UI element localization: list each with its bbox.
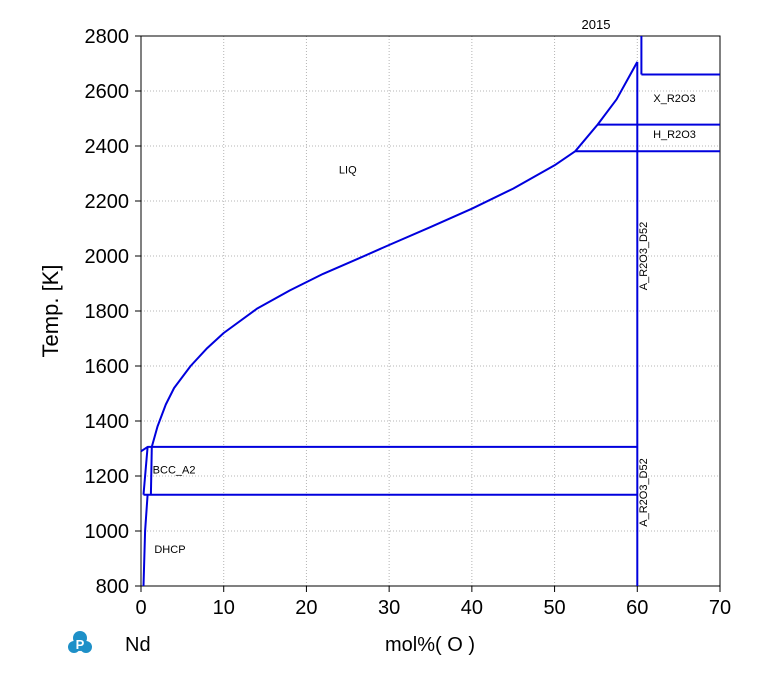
svg-text:P: P [76, 637, 85, 652]
x-tick-label: 50 [543, 597, 565, 619]
y-tick-label: 1800 [85, 301, 130, 323]
boundary-dhcp-solvus [142, 494, 149, 587]
y-tick-label: 2400 [85, 136, 130, 158]
y-tick-label: 1400 [85, 411, 130, 433]
element-label: Nd [125, 634, 151, 656]
boundary-liquidus-nd-side [150, 150, 576, 448]
x-tick-label: 70 [709, 597, 731, 619]
x-tick-label: 30 [378, 597, 400, 619]
boundary-bcc-solvus-right [149, 446, 153, 495]
y-tick-label: 2000 [85, 246, 130, 268]
axis-ticks: 0 10 20 30 40 50 60 70 800 1000 1200 1400 1600 1800 20… [85, 26, 732, 619]
phase-label: DHCP [154, 544, 185, 556]
phase-label: X_R2O3 [653, 93, 695, 105]
x-tick-label: 20 [295, 597, 317, 619]
y-axis-title: Temp. [K] [38, 265, 63, 358]
phase-label: BCC_A2 [153, 464, 196, 476]
grid-lines [141, 36, 720, 586]
x-tick-label: 40 [461, 597, 483, 619]
phase-label: H_R2O3 [653, 129, 696, 141]
software-logo-icon: P [68, 631, 92, 653]
boundary-liquidus-oxide-side [574, 61, 639, 152]
phase-label: LIQ [339, 165, 357, 177]
phase-boundaries [140, 36, 720, 587]
chart-title: 2015 [582, 17, 611, 32]
y-tick-label: 2800 [85, 26, 130, 48]
y-tick-label: 1000 [85, 521, 130, 543]
y-tick-label: 1200 [85, 466, 130, 488]
phase-label: A_R2O3_D52 [638, 222, 650, 291]
x-tick-label: 10 [213, 597, 235, 619]
x-tick-label: 60 [626, 597, 648, 619]
x-axis-title: mol%( O ) [385, 634, 475, 656]
y-tick-label: 2600 [85, 81, 130, 103]
y-tick-label: 800 [96, 576, 129, 598]
y-tick-label: 1600 [85, 356, 130, 378]
y-tick-label: 2200 [85, 191, 130, 213]
phase-labels: LIQ BCC_A2 DHCP X_R2O3 H_R2O3 A_R2O3_D52 A_R2O… [153, 93, 696, 556]
boundary-bcc-solvus-left [142, 446, 149, 495]
x-tick-label: 0 [135, 597, 146, 619]
phase-label: A_R2O3_D52 [638, 458, 650, 527]
